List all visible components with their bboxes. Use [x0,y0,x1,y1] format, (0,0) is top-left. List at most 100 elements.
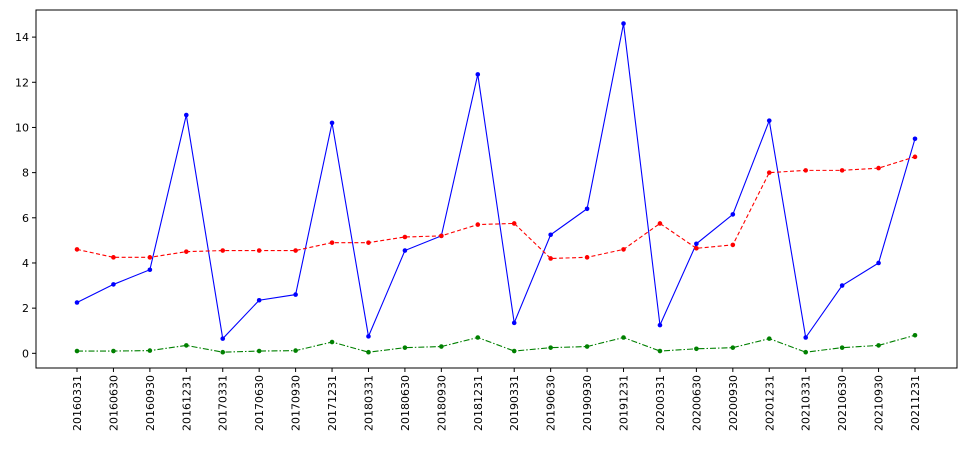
x-tick-label: 20191231 [618,375,631,431]
data-point [548,256,553,261]
data-point [475,72,481,77]
series-line [77,334,916,353]
x-tick-label: 20200331 [654,375,667,431]
data-point [402,234,408,240]
y-tick-label: 2 [22,302,29,315]
data-point [511,348,517,354]
data-point [220,349,226,355]
data-point [657,348,663,354]
data-point [475,335,481,340]
data-point [439,233,444,239]
data-point [402,248,408,253]
data-point [184,112,189,118]
data-point [293,248,298,253]
data-point [184,343,189,348]
data-point [147,255,153,260]
data-point [657,221,663,226]
data-point [366,349,371,355]
y-tick-label: 4 [22,257,29,270]
data-point [366,240,371,245]
data-point [621,247,626,252]
data-point [111,348,116,354]
data-point [803,168,808,173]
data-point [876,260,881,266]
x-tick-label: 20180930 [435,375,448,431]
data-point [329,339,335,345]
y-tick-label: 14 [15,31,29,44]
series-line [76,23,916,340]
series-group [74,21,918,355]
data-point [876,343,881,348]
data-point [111,255,116,260]
data-point [876,165,881,171]
data-point [366,334,371,339]
data-point [912,154,918,160]
data-point [548,232,553,238]
data-point [74,348,80,354]
y-tick-label: 10 [15,121,29,134]
x-tick-label: 20180331 [362,375,375,431]
data-point [839,283,845,288]
data-point [511,320,517,326]
data-point [511,221,517,226]
data-point [730,242,736,248]
data-point [329,120,335,126]
data-point [694,346,699,352]
y-tick-label: 8 [22,167,29,180]
series-0 [74,21,918,341]
x-tick-label: 20170930 [290,375,303,431]
data-point [439,344,444,349]
x-tick-label: 20160930 [144,375,157,431]
x-tick-label: 20190630 [545,375,558,431]
data-point [912,136,918,142]
x-tick-label: 20181231 [472,375,485,431]
x-tick-label: 20210331 [800,375,813,431]
series-2 [74,332,918,355]
data-point [329,240,335,245]
data-point [621,21,626,26]
data-point [730,212,736,217]
data-point [766,170,772,175]
data-point [766,118,772,123]
series-1 [74,154,918,261]
x-tick-label: 20160331 [71,375,84,431]
x-tick-label: 20160630 [107,375,120,431]
data-point [111,282,116,287]
data-point [74,300,80,305]
data-point [256,297,262,303]
data-point [730,345,736,350]
x-tick-label: 20190930 [581,375,594,431]
x-axis: 20160331 20160630 20160930 20161231 20170331… [71,368,922,431]
data-point [694,245,699,251]
x-tick-label: 20200930 [727,375,740,431]
x-tick-label: 20180630 [399,375,412,431]
data-point [584,255,590,260]
x-tick-label: 20210930 [873,375,886,431]
data-point [220,336,226,341]
x-tick-label: 20200630 [690,375,703,431]
x-tick-label: 20190331 [508,375,521,431]
data-point [694,241,699,247]
data-point [74,247,80,252]
x-tick-label: 20170331 [217,375,230,431]
x-tick-label: 20171231 [326,375,339,431]
data-point [839,345,845,350]
x-tick-label: 20211231 [909,375,922,431]
data-point [293,292,298,297]
data-point [803,349,808,355]
data-point [256,248,262,253]
data-point [839,168,845,173]
data-point [621,335,626,340]
y-tick-label: 12 [15,76,29,89]
data-point [402,345,408,350]
data-point [766,336,772,341]
data-point [584,344,590,349]
data-point [256,348,262,354]
x-tick-label: 20210630 [836,375,849,431]
x-tick-label: 20161231 [180,375,193,431]
y-tick-label: 6 [22,212,29,225]
data-point [220,248,226,253]
data-point [184,249,189,254]
